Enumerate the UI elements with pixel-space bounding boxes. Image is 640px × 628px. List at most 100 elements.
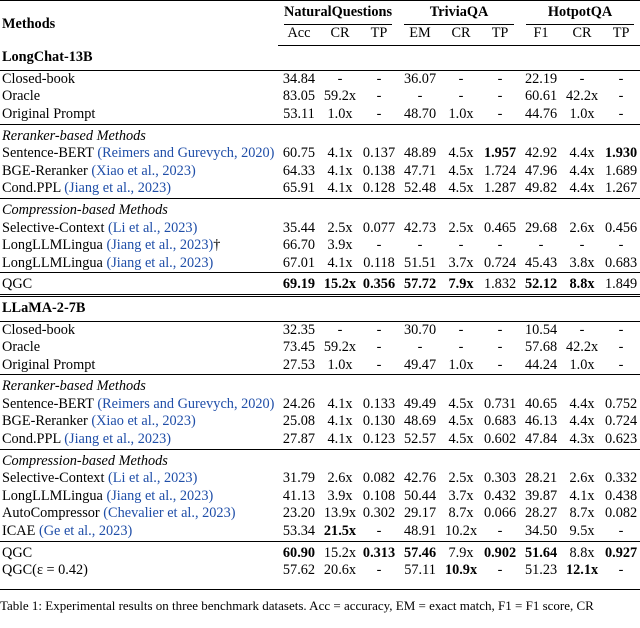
value-cell: 2.5x — [448, 470, 474, 487]
method-row: LongLLMLingua (Jiang et al., 2023)† 66.70… — [0, 237, 640, 255]
value-cell: 0.302 — [362, 505, 396, 522]
dataset-header: HotpotQA — [520, 0, 640, 25]
value-cell: 51.23 — [524, 562, 558, 579]
method-suffix: † — [213, 237, 221, 254]
method-row: Oracle 83.05 59.2x - - - - 60.61 42.2x - — [0, 88, 640, 106]
value-cell: 49.49 — [403, 395, 437, 412]
value-cell: 7.9x — [442, 540, 481, 563]
value-cell: 30.70 — [403, 321, 437, 338]
value-cell: 53.11 — [283, 105, 315, 122]
method-cell: ICAE (Ge et al., 2023) — [0, 523, 278, 541]
block-heading: Compression-based Methods — [0, 448, 640, 471]
value-cell: - — [376, 356, 382, 373]
value-cell: - — [618, 356, 624, 373]
value-cell: 52.12 — [520, 272, 563, 296]
value-cell: - — [376, 562, 382, 579]
method-name: LongLLMLingua — [2, 237, 103, 254]
method-cell: LongLLMLingua (Jiang et al., 2023)† — [0, 237, 278, 255]
value-cell: 2.5x — [327, 219, 353, 236]
value-cell: 1.287 — [483, 180, 517, 197]
value-cell: 65.91 — [282, 180, 316, 197]
value-cell: 48.91 — [403, 523, 437, 540]
value-cell: 39.87 — [524, 487, 558, 504]
value-cell: 29.17 — [403, 505, 437, 522]
methods-header: Methods — [0, 0, 278, 46]
value-cell: 0.133 — [362, 395, 396, 412]
value-cell: 31.79 — [282, 470, 316, 487]
method-name: Closed-book — [2, 321, 76, 338]
value-cell: 0.438 — [604, 487, 638, 504]
value-cell: 41.13 — [282, 487, 316, 504]
value-cell: 42.2x — [565, 339, 599, 356]
value-cell: - — [376, 523, 382, 540]
value-cell: 8.7x — [448, 505, 474, 522]
value-cell: 0.332 — [604, 470, 638, 487]
value-cell: 0.602 — [483, 431, 517, 448]
block-heading: Reranker-based Methods — [0, 123, 640, 146]
value-cell: 4.1x — [327, 162, 353, 179]
value-cell: 22.19 — [524, 70, 558, 87]
value-cell: 1.849 — [602, 272, 640, 296]
value-cell: 4.5x — [448, 180, 474, 197]
value-cell: - — [497, 237, 503, 254]
value-cell: 57.46 — [398, 540, 443, 563]
value-cell: 0.303 — [483, 470, 517, 487]
value-cell: - — [458, 70, 464, 87]
method-name: Original Prompt — [2, 105, 96, 122]
value-cell: 4.1x — [327, 431, 353, 448]
value-cell: - — [618, 70, 624, 87]
value-cell: 4.4x — [569, 180, 595, 197]
method-row: Oracle 73.45 59.2x - - - - 57.68 42.2x - — [0, 339, 640, 357]
method-name: Cond.PPL — [2, 180, 61, 197]
value-cell: 49.47 — [403, 356, 437, 373]
method-name: BGE-Reranker — [2, 413, 88, 430]
value-cell: - — [376, 321, 382, 338]
method-row: Selective-Context (Li et al., 2023) 35.44… — [0, 220, 640, 238]
value-cell: 10.54 — [524, 321, 558, 338]
metric-header: CR — [320, 24, 360, 47]
value-cell: 3.7x — [448, 254, 474, 271]
value-cell: 44.76 — [524, 105, 558, 122]
value-cell: 50.44 — [403, 487, 437, 504]
value-cell: 4.1x — [327, 254, 353, 271]
value-cell: 2.6x — [327, 470, 353, 487]
method-name: LongLLMLingua — [2, 254, 103, 271]
value-cell: 1.930 — [604, 145, 638, 162]
method-row: Closed-book 34.84 - - 36.07 - - 22.19 - - — [0, 70, 640, 88]
value-cell: 4.5x — [448, 162, 474, 179]
method-name: Selective-Context — [2, 470, 105, 487]
value-cell: 4.4x — [569, 413, 595, 430]
value-cell: 3.8x — [569, 254, 595, 271]
value-cell: 0.082 — [604, 505, 638, 522]
value-cell: 23.20 — [282, 505, 316, 522]
method-row: QGC 60.90 15.2x 0.313 57.46 7.9x 0.902 51.64 8.8… — [0, 540, 640, 563]
method-name: Cond.PPL — [2, 431, 61, 448]
value-cell: 0.724 — [483, 254, 517, 271]
value-cell: - — [458, 321, 464, 338]
value-cell: 0.752 — [604, 395, 638, 412]
value-cell: 57.68 — [524, 339, 558, 356]
value-cell: 27.87 — [282, 431, 316, 448]
value-cell: - — [618, 237, 624, 254]
metric-header: CR — [562, 24, 603, 47]
value-cell: 0.731 — [483, 395, 517, 412]
block-heading-row: Reranker-based Methods — [0, 123, 640, 146]
value-cell: 60.90 — [278, 540, 320, 563]
value-cell: 4.5x — [448, 395, 474, 412]
citation: (Jiang et al., 2023) — [64, 180, 172, 197]
value-cell: - — [497, 70, 503, 87]
value-cell: 28.27 — [524, 505, 558, 522]
value-cell: 1.0x — [448, 356, 474, 373]
value-cell: 8.8x — [562, 272, 603, 296]
value-cell: 47.71 — [403, 162, 437, 179]
method-name: Original Prompt — [2, 356, 96, 373]
citation: (Ge et al., 2023) — [38, 523, 133, 540]
method-row: Cond.PPL (Jiang et al., 2023) 27.87 4.1x 0.… — [0, 431, 640, 449]
value-cell: 1.0x — [327, 105, 353, 122]
value-cell: - — [618, 523, 624, 540]
value-cell: 60.75 — [282, 145, 316, 162]
method-name: LongLLMLingua — [2, 487, 103, 504]
value-cell: 57.11 — [404, 562, 436, 579]
method-name: QGC(ε = 0.42) — [2, 562, 88, 579]
